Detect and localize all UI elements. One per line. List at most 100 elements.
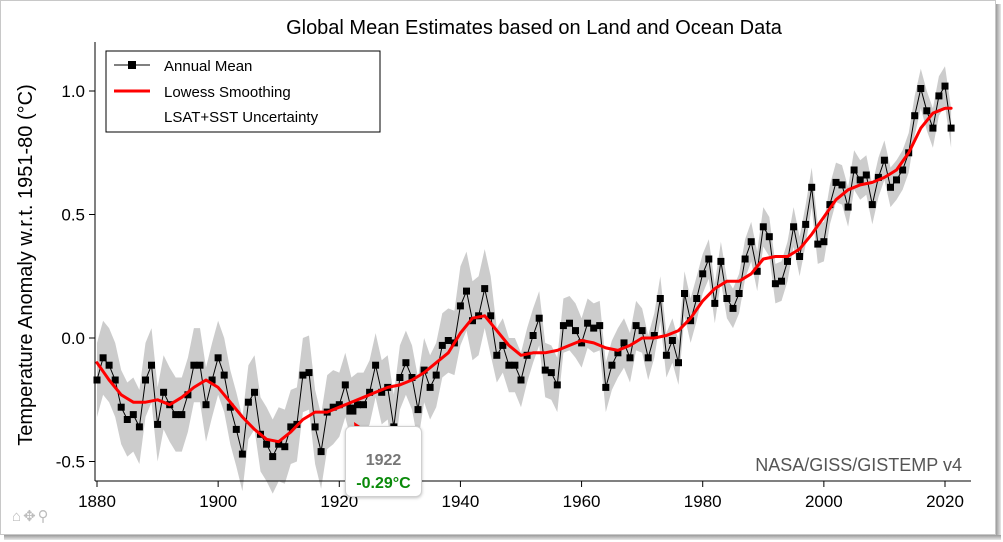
annual-mean-point [432, 371, 440, 379]
x-tick-label: 2000 [805, 492, 843, 511]
annual-mean-point [493, 351, 501, 359]
annual-mean-point [814, 240, 822, 248]
annual-mean-point [602, 383, 610, 391]
legend-lowess-label: Lowess Smoothing [164, 84, 291, 101]
annual-mean-point [917, 85, 925, 92]
annual-mean-point [893, 176, 900, 184]
annual-mean-point [142, 376, 149, 384]
annual-mean-point [226, 403, 234, 411]
annual-mean-point [559, 322, 567, 330]
annual-mean-point [644, 354, 652, 362]
annual-mean-point [129, 411, 137, 419]
annual-mean-point [469, 317, 476, 325]
legend-uncertainty-label: LSAT+SST Uncertainty [164, 109, 319, 126]
annual-mean-point [341, 381, 349, 389]
annual-mean-point [184, 391, 192, 399]
annual-mean-point [608, 361, 616, 369]
annual-mean-point [826, 201, 834, 209]
annual-mean-point [681, 290, 688, 297]
y-tick-label: 0.5 [61, 206, 85, 225]
x-tick-label: 2020 [926, 492, 964, 511]
y-tick-label: -0.5 [56, 453, 85, 472]
annual-mean-point [438, 341, 446, 349]
y-ticks: -0.5 0.0 0.5 1.0 [56, 82, 95, 472]
annual-mean-point [850, 166, 858, 174]
frame-shadow-right [996, 4, 1001, 539]
annual-mean-point [154, 420, 162, 428]
annual-mean-point [929, 124, 937, 132]
x-tick-label: 1980 [684, 492, 722, 511]
annual-mean-point [111, 376, 119, 384]
annual-mean-point [238, 450, 246, 458]
annual-mean-point [868, 201, 876, 209]
annual-mean-point [414, 406, 422, 414]
annual-mean-point [662, 351, 670, 359]
annual-mean-point [753, 267, 761, 275]
annual-mean-point [529, 332, 537, 339]
annual-mean-point [668, 337, 676, 344]
annual-mean-point [275, 440, 283, 448]
annual-mean-point [880, 156, 888, 164]
annual-mean-point [408, 374, 416, 381]
annual-mean-point [402, 359, 410, 367]
annual-mean-point [311, 423, 319, 431]
pan-icon[interactable]: ✥ [23, 508, 36, 525]
annual-mean-point [614, 349, 622, 357]
annual-mean-point [251, 388, 258, 396]
annual-mean-point [372, 361, 380, 369]
annual-mean-line [96, 84, 952, 458]
legend: Annual Mean Lowess Smoothing LSAT+SST Un… [105, 50, 381, 133]
zoom-icon[interactable]: ⚲ [37, 508, 49, 525]
annual-mean-point [638, 327, 646, 335]
annual-mean-point [202, 401, 210, 409]
annual-mean-point [596, 322, 604, 330]
annual-mean-point [511, 361, 519, 369]
annual-mean-point [505, 361, 513, 369]
annual-mean-point [723, 295, 731, 302]
annual-mean-point [765, 233, 773, 241]
annual-mean-point [935, 92, 943, 100]
annual-mean-point [820, 238, 828, 246]
annual-mean-point [135, 423, 143, 431]
annual-mean-point [705, 255, 713, 263]
annual-mean-point [911, 112, 919, 120]
y-tick-label: 1.0 [61, 82, 85, 101]
annual-mean-point [584, 319, 592, 327]
annual-mean-point [862, 171, 870, 179]
annual-mean-point [759, 223, 767, 231]
annual-mean-point [123, 416, 131, 423]
annual-mean-point [941, 82, 949, 90]
annual-mean-point [360, 401, 367, 409]
annual-mean-point [444, 337, 452, 344]
annual-mean-point [699, 270, 707, 278]
annual-mean-point [856, 176, 864, 184]
annual-mean-point [693, 295, 701, 302]
annual-mean-point [420, 366, 428, 374]
annual-mean-point [335, 401, 343, 409]
annual-mean-point [208, 376, 216, 384]
annual-mean-point [366, 388, 374, 396]
annual-mean-point [553, 381, 561, 389]
annual-mean-point [463, 287, 470, 295]
annual-mean-point [838, 181, 846, 189]
annual-mean-point [923, 107, 931, 115]
annual-mean-point [741, 255, 749, 263]
chart-title: Global Mean Estimates based on Land and … [286, 17, 783, 39]
annual-mean-point [299, 371, 307, 379]
annual-mean-point [578, 339, 586, 347]
annual-mean-point [287, 423, 295, 431]
highlighted-point [346, 404, 357, 415]
annual-mean-point [190, 361, 198, 369]
lowess-smoothing-line [95, 106, 953, 444]
annual-mean-point [832, 178, 840, 186]
annual-mean-point [317, 448, 325, 456]
annual-mean-point [196, 361, 204, 369]
annual-mean-point [778, 277, 785, 285]
home-icon[interactable]: ⌂ [12, 508, 22, 525]
annual-mean-point [517, 376, 525, 384]
annual-mean-point [717, 257, 725, 265]
watermark: NASA/GISS/GISTEMP v4 [755, 455, 962, 475]
annual-mean-point [675, 359, 682, 367]
annual-mean-point [541, 366, 549, 374]
